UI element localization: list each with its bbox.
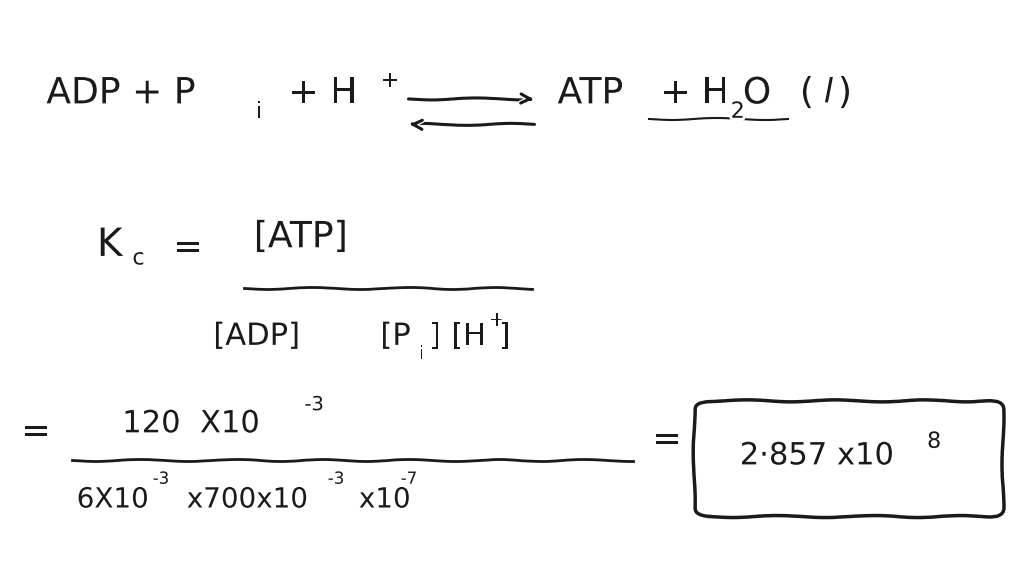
Text: K: K <box>97 226 123 264</box>
Text: -3: -3 <box>328 469 344 488</box>
Text: [ADP]: [ADP] <box>213 322 300 351</box>
Text: [H: [H <box>452 322 486 351</box>
Text: [P: [P <box>380 322 411 351</box>
Text: c: c <box>132 248 144 268</box>
Text: x700x10: x700x10 <box>178 486 308 514</box>
Text: -7: -7 <box>400 469 417 488</box>
Text: (: ( <box>788 77 814 111</box>
Text: 6X10: 6X10 <box>77 486 148 514</box>
Text: =: = <box>651 423 682 457</box>
Text: =: = <box>173 232 203 266</box>
Text: O: O <box>742 77 771 111</box>
Text: +: + <box>488 310 505 329</box>
Text: ]: ] <box>499 322 511 351</box>
Text: l: l <box>823 77 834 109</box>
Text: ): ) <box>838 77 852 111</box>
Text: ADP + P: ADP + P <box>46 77 196 111</box>
Text: + H: + H <box>648 77 729 111</box>
Text: =: = <box>22 415 51 449</box>
Text: + H: + H <box>278 77 357 111</box>
Text: ]: ] <box>429 322 441 351</box>
Text: ATP: ATP <box>557 77 624 111</box>
Text: 120  X10: 120 X10 <box>122 410 259 438</box>
Text: 2: 2 <box>731 102 744 122</box>
Text: +: + <box>380 71 399 91</box>
Text: i: i <box>419 344 424 363</box>
Text: x10: x10 <box>350 486 411 514</box>
Text: -3: -3 <box>304 395 324 414</box>
Text: 2·857 x10: 2·857 x10 <box>739 441 894 471</box>
Text: -3: -3 <box>153 469 169 488</box>
Text: [ATP]: [ATP] <box>254 220 348 254</box>
Text: i: i <box>256 102 262 122</box>
Text: 8: 8 <box>927 432 941 452</box>
